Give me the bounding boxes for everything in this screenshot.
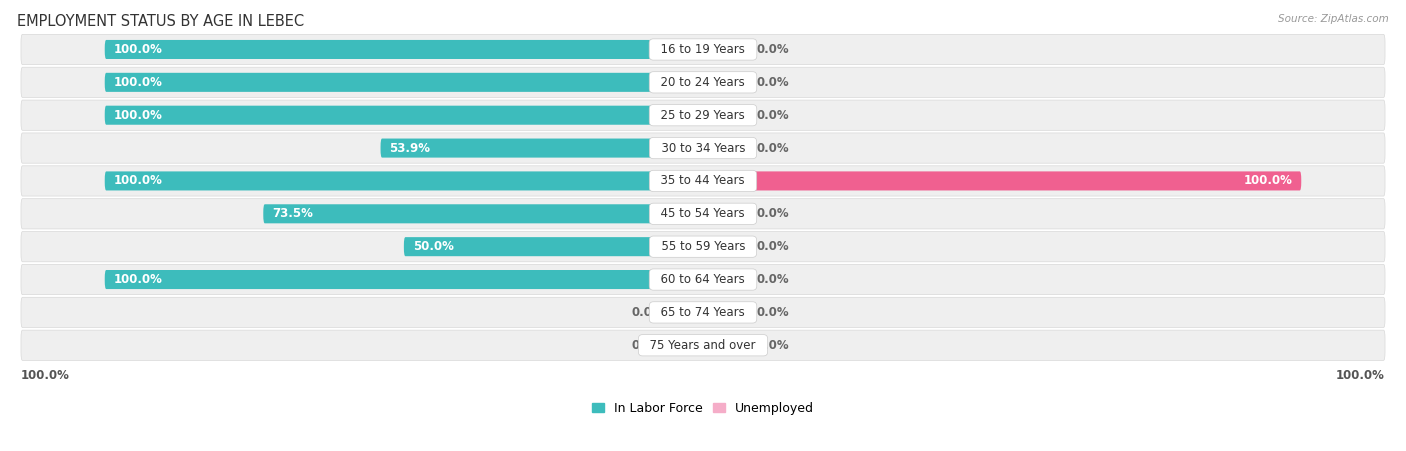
FancyBboxPatch shape [381,138,703,157]
FancyBboxPatch shape [703,336,748,355]
Text: 30 to 34 Years: 30 to 34 Years [654,142,752,155]
FancyBboxPatch shape [703,270,748,289]
FancyBboxPatch shape [263,204,703,223]
Text: Source: ZipAtlas.com: Source: ZipAtlas.com [1278,14,1389,23]
FancyBboxPatch shape [21,100,1385,130]
FancyBboxPatch shape [21,166,1385,196]
FancyBboxPatch shape [21,34,1385,64]
FancyBboxPatch shape [703,303,748,322]
FancyBboxPatch shape [703,106,748,125]
FancyBboxPatch shape [673,336,703,355]
FancyBboxPatch shape [104,73,703,92]
Text: 0.0%: 0.0% [756,306,789,319]
Text: 100.0%: 100.0% [1243,175,1292,188]
Text: 53.9%: 53.9% [389,142,430,155]
FancyBboxPatch shape [673,303,703,322]
Text: 0.0%: 0.0% [756,273,789,286]
FancyBboxPatch shape [21,264,1385,295]
Text: 35 to 44 Years: 35 to 44 Years [654,175,752,188]
FancyBboxPatch shape [703,73,748,92]
Text: 16 to 19 Years: 16 to 19 Years [654,43,752,56]
Text: 0.0%: 0.0% [756,240,789,253]
Text: 100.0%: 100.0% [114,76,163,89]
Text: 55 to 59 Years: 55 to 59 Years [654,240,752,253]
Text: 20 to 24 Years: 20 to 24 Years [654,76,752,89]
Text: 0.0%: 0.0% [756,207,789,220]
Text: 65 to 74 Years: 65 to 74 Years [654,306,752,319]
FancyBboxPatch shape [703,138,748,157]
Text: 25 to 29 Years: 25 to 29 Years [654,109,752,122]
Text: 73.5%: 73.5% [273,207,314,220]
Text: 50.0%: 50.0% [413,240,454,253]
FancyBboxPatch shape [703,171,1302,190]
FancyBboxPatch shape [703,237,748,256]
Text: 100.0%: 100.0% [114,273,163,286]
FancyBboxPatch shape [104,40,703,59]
FancyBboxPatch shape [104,270,703,289]
Text: 60 to 64 Years: 60 to 64 Years [654,273,752,286]
Text: 0.0%: 0.0% [756,142,789,155]
FancyBboxPatch shape [404,237,703,256]
FancyBboxPatch shape [21,199,1385,229]
Text: 100.0%: 100.0% [114,109,163,122]
FancyBboxPatch shape [104,171,703,190]
Text: 0.0%: 0.0% [756,339,789,352]
FancyBboxPatch shape [21,67,1385,97]
Text: 0.0%: 0.0% [756,43,789,56]
Text: 0.0%: 0.0% [631,339,664,352]
Text: 0.0%: 0.0% [631,306,664,319]
Text: 45 to 54 Years: 45 to 54 Years [654,207,752,220]
FancyBboxPatch shape [21,231,1385,262]
FancyBboxPatch shape [703,40,748,59]
Text: EMPLOYMENT STATUS BY AGE IN LEBEC: EMPLOYMENT STATUS BY AGE IN LEBEC [17,14,304,28]
Legend: In Labor Force, Unemployed: In Labor Force, Unemployed [592,401,814,414]
Text: 0.0%: 0.0% [756,76,789,89]
Text: 0.0%: 0.0% [756,109,789,122]
Text: 75 Years and over: 75 Years and over [643,339,763,352]
Text: 100.0%: 100.0% [1336,369,1385,382]
Text: 100.0%: 100.0% [114,43,163,56]
Text: 100.0%: 100.0% [21,369,70,382]
FancyBboxPatch shape [703,204,748,223]
FancyBboxPatch shape [21,330,1385,360]
Text: 100.0%: 100.0% [114,175,163,188]
FancyBboxPatch shape [21,297,1385,327]
FancyBboxPatch shape [21,133,1385,163]
FancyBboxPatch shape [104,106,703,125]
